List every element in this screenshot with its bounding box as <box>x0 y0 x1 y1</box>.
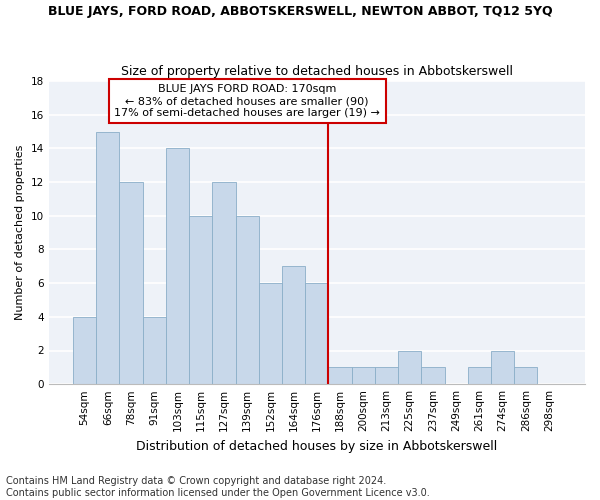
Bar <box>143 317 166 384</box>
Bar <box>189 216 212 384</box>
Bar <box>73 317 96 384</box>
Bar <box>259 283 282 384</box>
Title: Size of property relative to detached houses in Abbotskerswell: Size of property relative to detached ho… <box>121 66 513 78</box>
Bar <box>328 368 352 384</box>
Bar <box>421 368 445 384</box>
Bar <box>514 368 538 384</box>
Bar <box>352 368 375 384</box>
Bar <box>236 216 259 384</box>
Bar <box>398 350 421 384</box>
Text: BLUE JAYS FORD ROAD: 170sqm
← 83% of detached houses are smaller (90)
17% of sem: BLUE JAYS FORD ROAD: 170sqm ← 83% of det… <box>114 84 380 117</box>
Bar <box>375 368 398 384</box>
Bar <box>491 350 514 384</box>
X-axis label: Distribution of detached houses by size in Abbotskerswell: Distribution of detached houses by size … <box>136 440 497 452</box>
Bar <box>305 283 328 384</box>
Text: Contains HM Land Registry data © Crown copyright and database right 2024.
Contai: Contains HM Land Registry data © Crown c… <box>6 476 430 498</box>
Y-axis label: Number of detached properties: Number of detached properties <box>15 145 25 320</box>
Bar <box>119 182 143 384</box>
Text: BLUE JAYS, FORD ROAD, ABBOTSKERSWELL, NEWTON ABBOT, TQ12 5YQ: BLUE JAYS, FORD ROAD, ABBOTSKERSWELL, NE… <box>47 5 553 18</box>
Bar <box>166 148 189 384</box>
Bar <box>212 182 236 384</box>
Bar <box>282 266 305 384</box>
Bar <box>468 368 491 384</box>
Bar <box>96 132 119 384</box>
